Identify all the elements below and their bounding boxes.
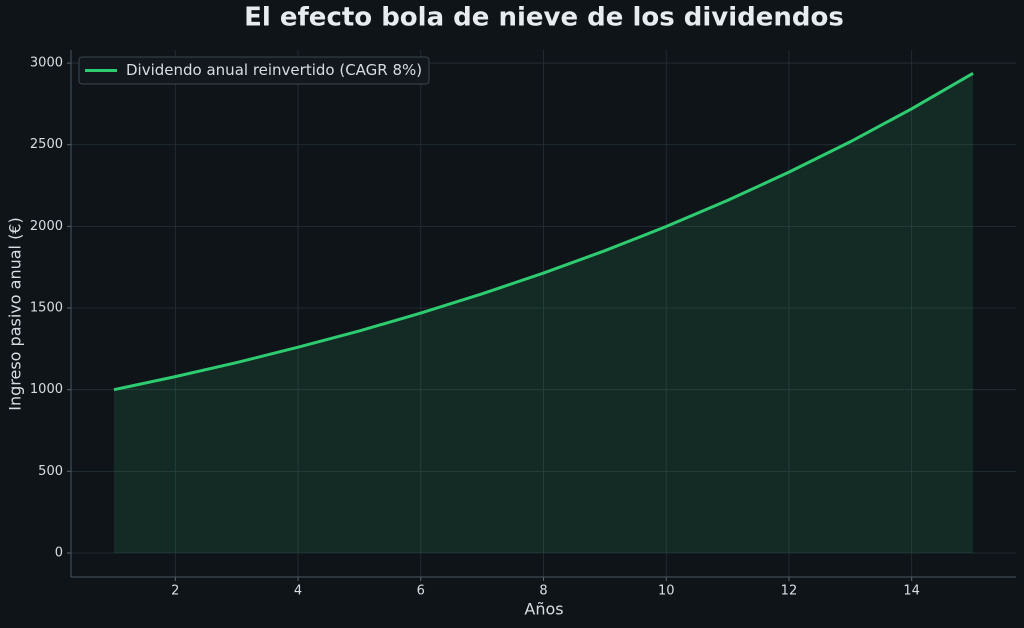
y-tick-label: 2500 [30,137,63,152]
y-tick-label: 1500 [30,301,63,316]
x-tick-label: 8 [539,584,547,599]
y-tick-label: 500 [38,464,63,479]
chart-title: El efecto bola de nieve de los dividendo… [244,3,844,33]
x-tick-label: 14 [903,584,920,599]
area [113,73,974,553]
legend-box [78,56,430,85]
x-tick-label: 6 [417,584,425,599]
x-tick-label: 4 [294,584,302,599]
y-tick-label: 1000 [30,382,63,397]
y-axis-label: Ingreso pasivo anual (€) [6,217,25,410]
x-tick-label: 2 [171,584,179,599]
x-tick-label: 12 [781,584,798,599]
legend-label: Dividendo anual reinvertido (CAGR 8%) [126,61,422,79]
x-tick-label: 10 [658,584,675,599]
y-tick-label: 0 [55,545,63,560]
y-tick-label: 2000 [30,219,63,234]
line [113,72,974,392]
x-axis-label: Años [524,600,563,619]
y-tick-label: 3000 [30,56,63,71]
